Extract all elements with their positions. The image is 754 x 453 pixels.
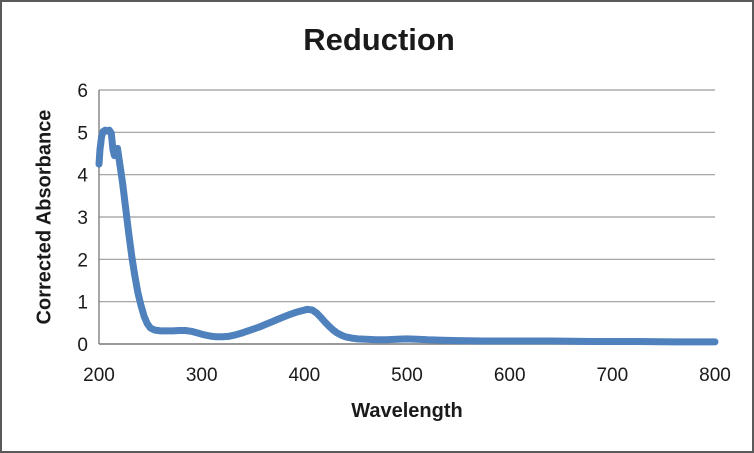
chart-title: Reduction (303, 22, 455, 57)
y-tick-label: 4 (77, 166, 88, 187)
y-tick-label: 0 (77, 335, 88, 356)
x-tick-label: 600 (494, 365, 526, 386)
y-tick-label: 3 (77, 208, 88, 229)
x-tick-label: 700 (596, 365, 628, 386)
x-tick-label: 500 (391, 365, 423, 386)
y-tick-label: 5 (77, 123, 88, 144)
y-tick-label: 2 (77, 250, 88, 271)
series-line (95, 126, 719, 346)
x-tick-label: 800 (699, 365, 731, 386)
x-tick-label: 200 (83, 365, 115, 386)
x-tick-label: 300 (186, 365, 218, 386)
x-tick-label: 400 (288, 365, 320, 386)
y-tick-label: 1 (77, 293, 88, 314)
y-tick-label: 6 (77, 81, 88, 102)
x-axis-title: Wavelength (351, 400, 463, 422)
